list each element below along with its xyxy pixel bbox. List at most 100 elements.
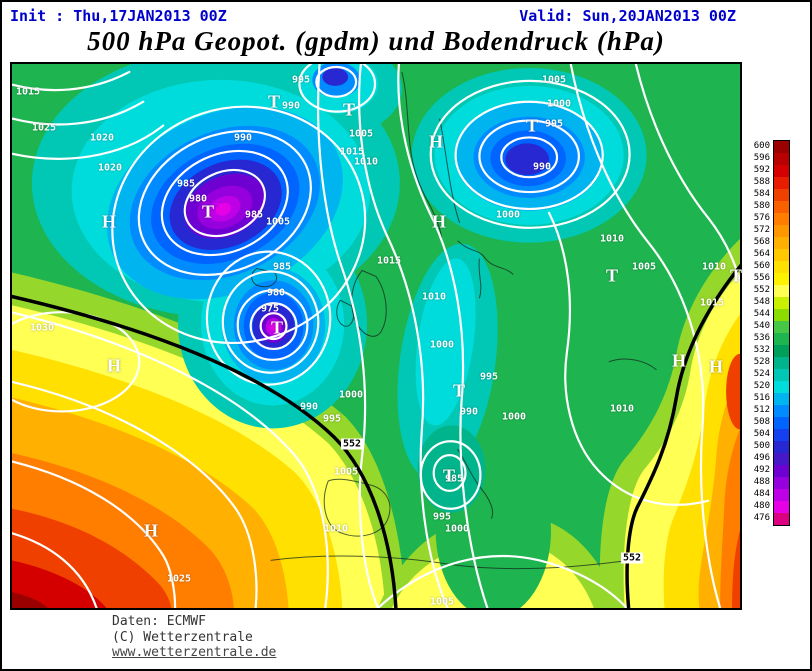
isobar-label: 1030 xyxy=(29,322,55,334)
colorbar-numbers: 600 596 592 588 584 580 576 572 568 564 560 556 552 5… xyxy=(746,140,773,524)
geopotential-contour-label: 552 xyxy=(620,552,644,564)
colorbar-value: 528 xyxy=(753,357,770,367)
colorbar-swatch xyxy=(774,441,789,453)
isobar-label: 1010 xyxy=(323,523,349,535)
pressure-center-high: H xyxy=(143,520,159,541)
pressure-center-high: H xyxy=(708,356,724,377)
colorbar-value: 560 xyxy=(753,261,770,271)
colorbar-swatch xyxy=(774,381,789,393)
colorbar-value: 480 xyxy=(753,501,770,511)
colorbar-value: 492 xyxy=(753,465,770,475)
colorbar-value: 588 xyxy=(753,177,770,187)
isobar-label: 985 xyxy=(244,209,264,221)
isobar-label: 1020 xyxy=(97,162,123,174)
colorbar-value: 500 xyxy=(753,441,770,451)
isobar-label: 1015 xyxy=(339,146,365,158)
colorbar-swatch xyxy=(774,357,789,369)
colorbar-swatch xyxy=(774,393,789,405)
pressure-center-low: T xyxy=(267,91,281,112)
colorbar-swatch xyxy=(774,297,789,309)
isobar-label: 975 xyxy=(260,303,280,315)
colorbar-strip xyxy=(773,140,790,526)
colorbar-swatch xyxy=(774,141,789,153)
colorbar-value: 580 xyxy=(753,201,770,211)
colorbar-swatch xyxy=(774,333,789,345)
isobar-label: 1000 xyxy=(501,411,527,423)
map-labels-overlay: 1015 1025 1020 1020 1030 995 990 990 985 980 985 10… xyxy=(12,64,742,608)
isobar-label: 995 xyxy=(479,371,499,383)
isobar-label: 1025 xyxy=(31,122,57,134)
colorbar-value: 476 xyxy=(753,513,770,523)
isobar-label: 1015 xyxy=(699,297,725,309)
isobar-label: 990 xyxy=(233,132,253,144)
colorbar-value: 544 xyxy=(753,309,770,319)
colorbar-swatch xyxy=(774,285,789,297)
chart-title: 500 hPa Geopot. (gpdm) und Bodendruck (h… xyxy=(87,26,665,56)
weather-map: 1015 1025 1020 1020 1030 995 990 990 985 980 985 10… xyxy=(10,62,742,610)
colorbar-value: 556 xyxy=(753,273,770,283)
colorbar-value: 592 xyxy=(753,165,770,175)
isobar-label: 995 xyxy=(322,413,342,425)
colorbar-value: 584 xyxy=(753,189,770,199)
colorbar-swatch xyxy=(774,189,789,201)
colorbar-value: 488 xyxy=(753,477,770,487)
colorbar-value: 484 xyxy=(753,489,770,499)
isobar-label: 1000 xyxy=(495,209,521,221)
colorbar-swatch xyxy=(774,369,789,381)
colorbar-swatch xyxy=(774,477,789,489)
colorbar-swatch xyxy=(774,465,789,477)
colorbar-swatch xyxy=(774,177,789,189)
isobar-label: 1000 xyxy=(338,389,364,401)
isobar-label: 990 xyxy=(281,100,301,112)
colorbar-value: 596 xyxy=(753,153,770,163)
data-source-label: Daten: ECMWF xyxy=(112,614,206,629)
isobar-label: 980 xyxy=(188,193,208,205)
pressure-center-low: T xyxy=(525,115,539,136)
pressure-center-low: T xyxy=(452,380,466,401)
isobar-label: 985 xyxy=(444,473,464,485)
isobar-label: 1000 xyxy=(429,339,455,351)
colorbar-swatch xyxy=(774,201,789,213)
colorbar-value: 504 xyxy=(753,429,770,439)
colorbar-swatch xyxy=(774,249,789,261)
colorbar-swatch xyxy=(774,513,789,525)
colorbar-swatch xyxy=(774,225,789,237)
colorbar-value: 572 xyxy=(753,225,770,235)
geopotential-contour-label: 552 xyxy=(340,438,364,450)
map-graphic xyxy=(12,64,740,608)
isobar-label: 1010 xyxy=(353,156,379,168)
colorbar-value: 512 xyxy=(753,405,770,415)
colorbar-value: 524 xyxy=(753,369,770,379)
pressure-center-low: T xyxy=(342,99,356,120)
colorbar-swatch xyxy=(774,417,789,429)
isobar-label: 1005 xyxy=(429,596,455,608)
isobar-label: 1005 xyxy=(333,466,359,478)
isobar-label: 985 xyxy=(176,178,196,190)
isobar-label: 1000 xyxy=(546,98,572,110)
valid-datetime-label: Valid: Sun,20JAN2013 00Z xyxy=(519,7,736,25)
isobar-label: 985 xyxy=(272,261,292,273)
pressure-center-low: T xyxy=(442,465,456,486)
colorbar-swatch xyxy=(774,165,789,177)
colorbar-swatch xyxy=(774,453,789,465)
isobar-label: 995 xyxy=(432,511,452,523)
pressure-center-low: T xyxy=(270,317,284,338)
pressure-center-low: T xyxy=(605,265,619,286)
isobar-label: 990 xyxy=(299,401,319,413)
pressure-center-low: T xyxy=(201,201,215,222)
pressure-center-high: H xyxy=(671,350,687,371)
isobar-label: 1025 xyxy=(166,573,192,585)
colorbar-swatch xyxy=(774,273,789,285)
isobar-label: 990 xyxy=(459,406,479,418)
isobar-label: 1005 xyxy=(265,216,291,228)
pressure-center-high: H xyxy=(106,355,122,376)
colorbar-swatch xyxy=(774,261,789,273)
wetterzentrale-link[interactable]: www.wetterzentrale.de xyxy=(112,645,277,660)
isobar-label: 1020 xyxy=(89,132,115,144)
pressure-center-high: H xyxy=(428,131,444,152)
pressure-center-high: H xyxy=(431,211,447,232)
init-datetime-label: Init : Thu,17JAN2013 00Z xyxy=(10,7,227,25)
copyright-label: (C) Wetterzentrale xyxy=(112,629,253,645)
isobar-label: 1010 xyxy=(421,291,447,303)
